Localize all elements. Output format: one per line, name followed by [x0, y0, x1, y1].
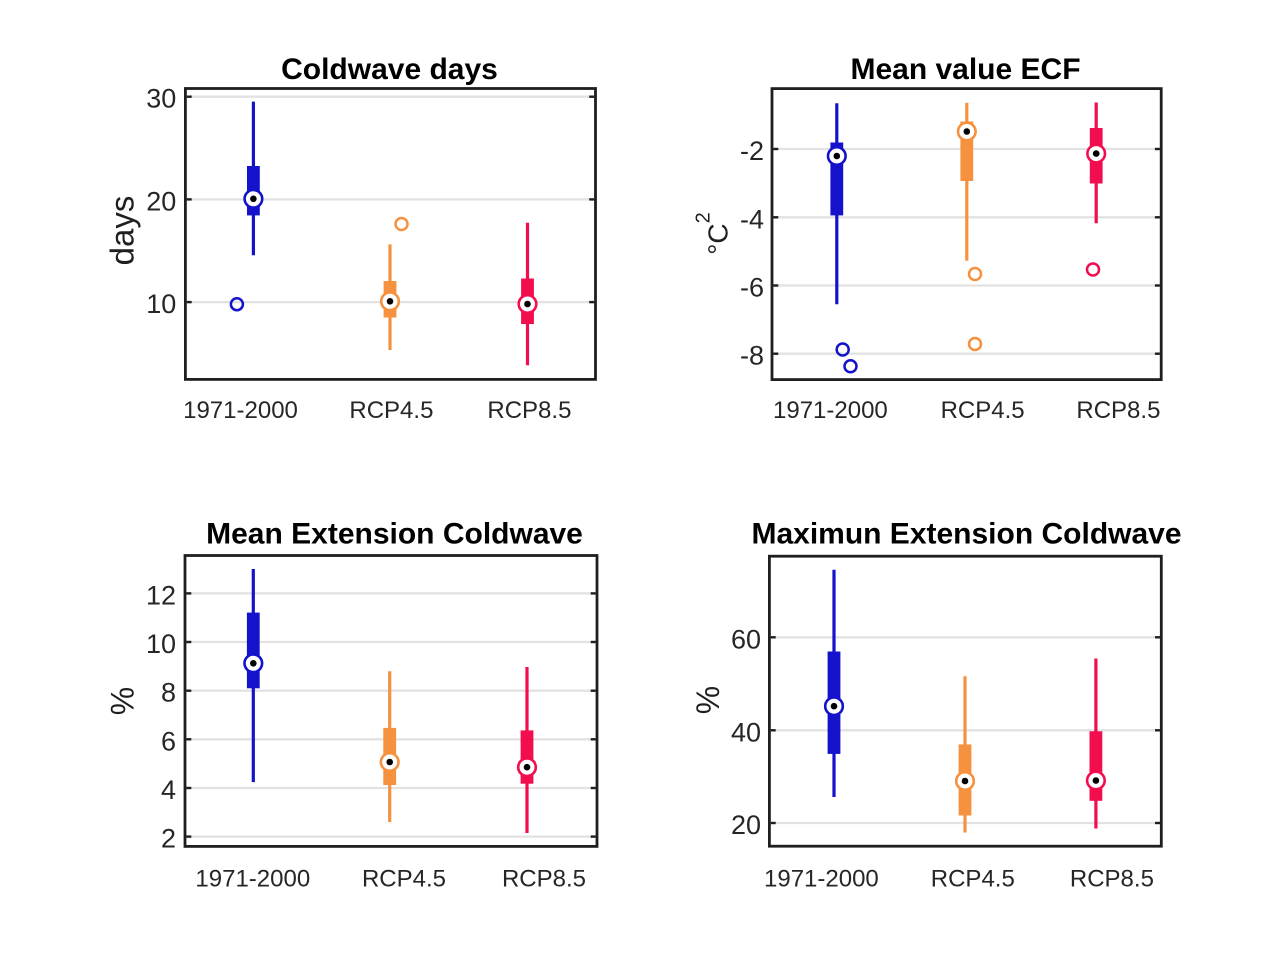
svg-text:Mean Extension Coldwave: Mean Extension Coldwave [206, 518, 583, 551]
svg-text:1971-2000: 1971-2000 [195, 865, 310, 892]
svg-text:10: 10 [146, 289, 176, 319]
svg-text:6: 6 [161, 726, 176, 756]
svg-text:Maximun Extension Coldwave: Maximun Extension Coldwave [751, 518, 1181, 551]
svg-text:RCP4.5: RCP4.5 [349, 397, 433, 424]
svg-text:60: 60 [731, 624, 761, 654]
svg-text:1971-2000: 1971-2000 [183, 397, 298, 424]
svg-text:%: % [690, 686, 726, 714]
svg-text:4: 4 [161, 775, 176, 805]
svg-text:RCP8.5: RCP8.5 [1070, 865, 1154, 892]
svg-text:RCP8.5: RCP8.5 [487, 397, 571, 424]
svg-text:10: 10 [146, 629, 176, 659]
svg-text:Mean value ECF: Mean value ECF [850, 53, 1080, 86]
svg-text:RCP8.5: RCP8.5 [1076, 397, 1160, 424]
svg-text:-4: -4 [740, 204, 764, 234]
svg-text:RCP4.5: RCP4.5 [931, 865, 1015, 892]
svg-text:30: 30 [146, 84, 176, 114]
svg-text:12: 12 [146, 580, 176, 610]
svg-text:days: days [104, 196, 141, 266]
svg-text:RCP4.5: RCP4.5 [941, 397, 1025, 424]
svg-text:8: 8 [161, 678, 176, 708]
svg-text:-2: -2 [740, 136, 764, 166]
svg-text:-6: -6 [740, 273, 764, 303]
svg-text:2: 2 [161, 824, 176, 854]
svg-text:-8: -8 [740, 341, 764, 371]
svg-text:RCP4.5: RCP4.5 [362, 865, 446, 892]
svg-text:Coldwave days: Coldwave days [281, 53, 498, 86]
svg-text:20: 20 [731, 810, 761, 840]
svg-text:20: 20 [146, 186, 176, 216]
svg-text:1971-2000: 1971-2000 [764, 865, 879, 892]
svg-text:RCP8.5: RCP8.5 [502, 865, 586, 892]
svg-text:1971-2000: 1971-2000 [773, 397, 888, 424]
svg-text:%: % [105, 687, 141, 715]
svg-text:40: 40 [731, 717, 761, 747]
